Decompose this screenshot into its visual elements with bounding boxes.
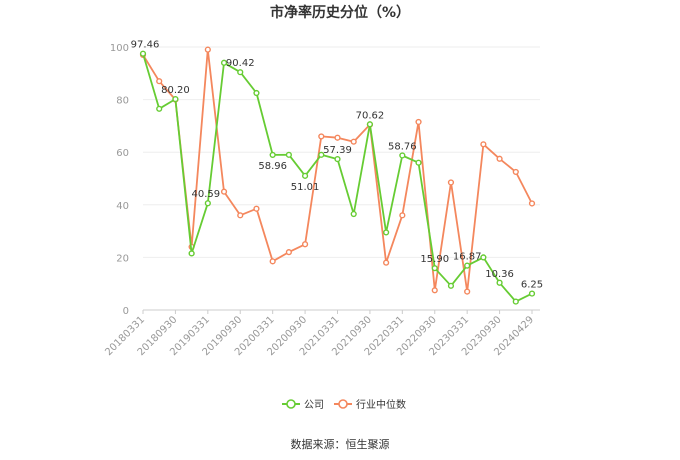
legend-label: 公司 bbox=[304, 400, 324, 411]
data-point bbox=[269, 151, 276, 159]
data-point bbox=[220, 59, 228, 66]
data-point bbox=[301, 172, 309, 179]
data-label: 10.36 bbox=[485, 269, 514, 280]
data-point bbox=[383, 229, 390, 236]
data-point bbox=[464, 262, 471, 269]
data-point bbox=[318, 151, 325, 158]
data-point bbox=[285, 151, 292, 158]
data-point bbox=[366, 121, 374, 128]
data-point bbox=[528, 290, 536, 297]
data-label: 40.59 bbox=[192, 189, 221, 200]
data-point bbox=[301, 241, 309, 248]
y-tick-label: 40 bbox=[116, 201, 129, 212]
data-point bbox=[350, 210, 357, 218]
legend-marker-icon bbox=[286, 399, 296, 409]
data-label: 80.20 bbox=[161, 85, 190, 96]
data-label: 97.46 bbox=[131, 40, 160, 51]
legend: 公司 行业中位数 bbox=[282, 398, 406, 411]
data-point bbox=[512, 298, 519, 305]
data-label: 15.90 bbox=[420, 254, 449, 265]
data-point bbox=[269, 258, 276, 265]
data-point bbox=[464, 288, 471, 295]
y-tick-label: 20 bbox=[116, 253, 129, 264]
data-point bbox=[237, 69, 244, 76]
data-point bbox=[415, 159, 422, 166]
data-point bbox=[447, 282, 455, 289]
data-label: 90.42 bbox=[226, 58, 255, 69]
data-point bbox=[237, 212, 244, 219]
data-point bbox=[253, 89, 260, 97]
data-point bbox=[204, 200, 211, 207]
legend-marker-icon bbox=[338, 399, 348, 409]
data-point bbox=[480, 141, 487, 148]
data-point bbox=[188, 250, 195, 257]
y-tick-label: 100 bbox=[110, 43, 129, 54]
data-point bbox=[447, 179, 455, 186]
data-point bbox=[496, 155, 503, 162]
data-point bbox=[139, 50, 147, 57]
legend-label: 行业中位数 bbox=[356, 398, 406, 411]
data-label: 16.87 bbox=[453, 252, 482, 263]
data-point bbox=[496, 279, 503, 286]
data-point bbox=[172, 95, 179, 103]
y-tick-label: 60 bbox=[116, 148, 129, 159]
data-point bbox=[204, 46, 211, 53]
data-point bbox=[383, 259, 390, 266]
data-point bbox=[156, 105, 163, 112]
data-point bbox=[399, 212, 406, 219]
data-label: 57.39 bbox=[323, 145, 352, 156]
data-point bbox=[220, 188, 228, 195]
data-point bbox=[156, 78, 163, 85]
legend-item-industry-median: 行业中位数 bbox=[334, 398, 406, 411]
legend-item-company: 公司 bbox=[282, 399, 324, 411]
y-tick-label: 80 bbox=[116, 96, 129, 107]
data-point bbox=[399, 152, 406, 159]
data-point bbox=[318, 133, 325, 140]
data-point bbox=[285, 249, 292, 256]
data-point bbox=[528, 200, 536, 207]
data-point bbox=[512, 168, 519, 176]
chart-title: 市净率历史分位（%） bbox=[270, 4, 410, 21]
data-point bbox=[415, 118, 422, 126]
series-line bbox=[142, 53, 533, 303]
data-label: 70.62 bbox=[356, 110, 385, 121]
data-point bbox=[334, 155, 341, 163]
data-point bbox=[431, 265, 438, 272]
data-label: 58.76 bbox=[388, 141, 417, 152]
data-label-layer: 97.46 80.20 40.59 90.42 58.96 51.01 57.39 70.62… bbox=[131, 40, 543, 291]
data-point bbox=[350, 138, 357, 145]
data-point bbox=[253, 205, 260, 212]
data-point bbox=[480, 254, 487, 261]
series-layer bbox=[139, 46, 536, 305]
source-text: 数据来源：恒生聚源 bbox=[291, 437, 390, 451]
data-label: 58.96 bbox=[258, 161, 287, 172]
data-label: 6.25 bbox=[521, 280, 543, 291]
data-label: 51.01 bbox=[291, 182, 320, 193]
y-tick-label: 0 bbox=[123, 306, 129, 317]
data-point bbox=[334, 134, 341, 141]
series-company bbox=[139, 50, 536, 305]
data-point bbox=[431, 287, 438, 294]
